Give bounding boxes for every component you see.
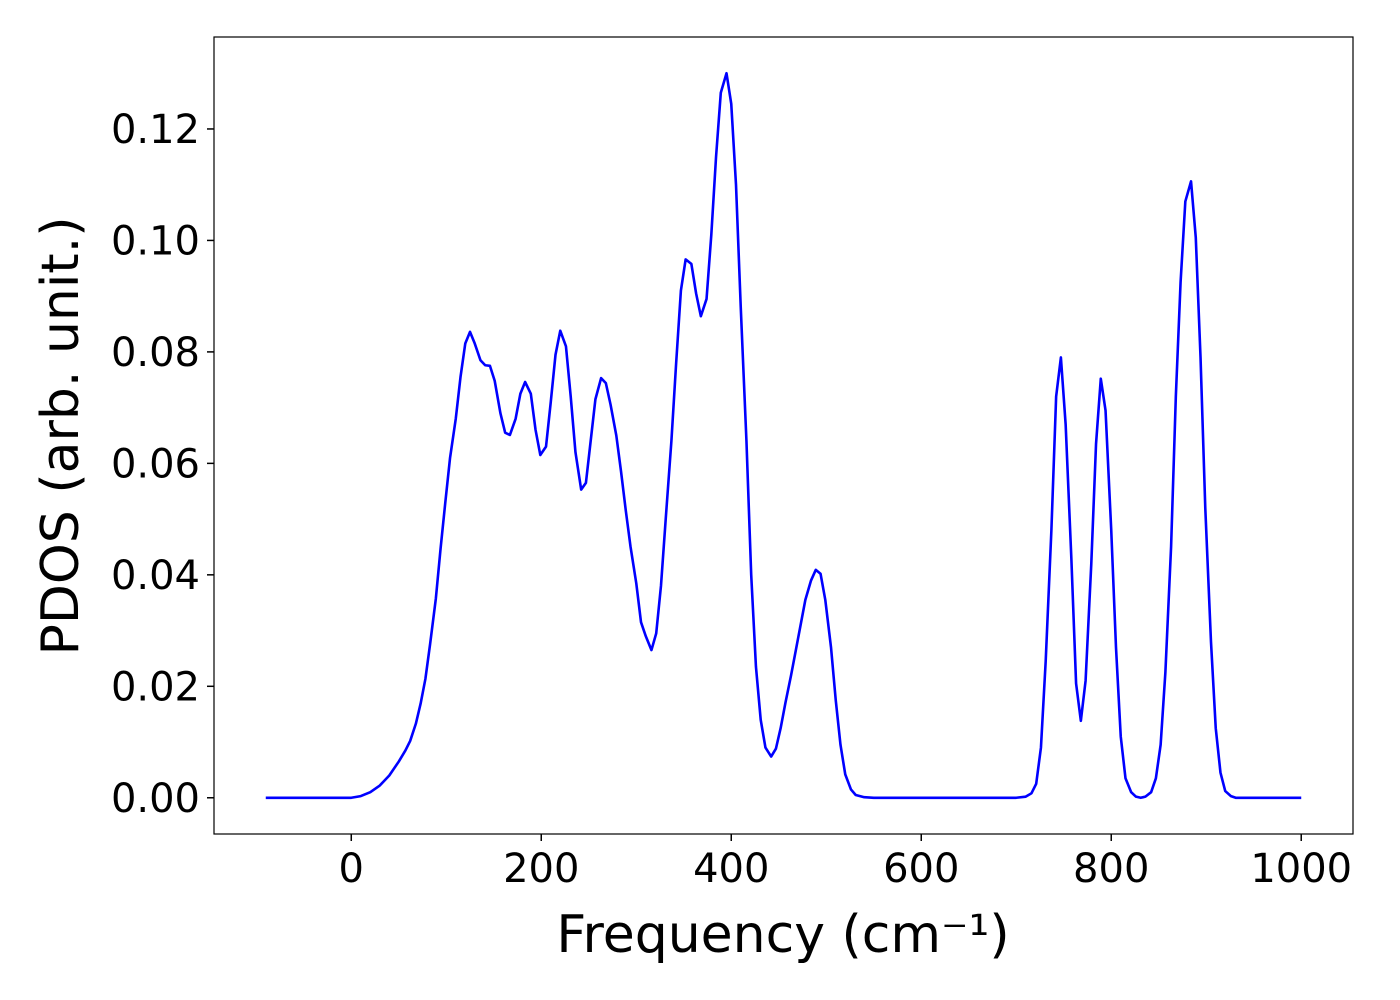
y-tick-label: 0.12 <box>111 107 200 153</box>
x-axis-label: Frequency (cm⁻¹) <box>556 905 1009 965</box>
y-tick-label: 0.06 <box>111 441 200 487</box>
x-tick-label: 400 <box>693 846 769 892</box>
x-tick-label: 800 <box>1073 846 1149 892</box>
y-tick-label: 0.00 <box>111 776 200 822</box>
x-tick-label: 1000 <box>1250 846 1352 892</box>
x-tick-label: 0 <box>339 846 364 892</box>
x-tick-label: 600 <box>883 846 959 892</box>
y-tick-label: 0.04 <box>111 553 200 599</box>
y-axis-label: PDOS (arb. unit.) <box>31 216 91 655</box>
y-tick-label: 0.10 <box>111 218 200 264</box>
plot-frame <box>213 36 1354 835</box>
y-tick-label: 0.08 <box>111 330 200 376</box>
y-tick-label: 0.02 <box>111 664 200 710</box>
data-line <box>265 71 1302 800</box>
x-tick-label: 200 <box>503 846 579 892</box>
